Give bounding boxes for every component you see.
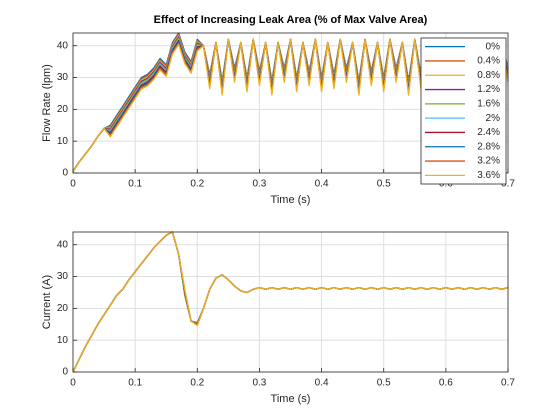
x-tick-label: 0.3 [252,179,266,190]
x-tick-label: 0.4 [315,378,329,389]
legend-label: 1.6% [477,98,500,109]
plot-area [73,232,508,372]
legend-label: 3.6% [477,170,500,181]
legend-label: 0.4% [477,56,500,67]
x-axis-label: Time (s) [271,194,311,206]
x-tick-label: 0.3 [252,378,266,389]
x-tick-label: 0.4 [315,179,329,190]
y-tick-label: 0 [62,168,68,179]
y-tick-label: 0 [62,367,68,378]
legend-label: 2.4% [477,127,500,138]
series-line [72,231,509,373]
y-tick-label: 10 [57,335,69,346]
y-tick-label: 30 [57,72,69,83]
x-tick-label: 0.5 [377,179,391,190]
axes-box [72,231,509,373]
y-tick-label: 10 [57,136,69,147]
x-tick-label: 0.1 [128,179,142,190]
x-tick-label: 0.5 [377,378,391,389]
legend-label: 2.8% [477,141,500,152]
legend-box [420,37,507,185]
y-axis-label: Flow Rate (lpm) [41,64,53,142]
x-tick-label: 0 [70,179,76,190]
x-tick-label: 0.7 [501,378,515,389]
y-tick-label: 20 [57,104,69,115]
x-tick-label: 0.6 [439,378,453,389]
y-axis-label: Current (A) [41,275,53,329]
y-tick-label: 40 [57,40,69,51]
chart-title: Effect of Increasing Leak Area (% of Max… [154,14,428,26]
x-tick-label: 0.2 [190,179,204,190]
x-tick-label: 0.1 [128,378,142,389]
x-axis-label: Time (s) [271,393,311,405]
legend-label: 3.2% [477,156,500,167]
y-tick-label: 30 [57,271,69,282]
legend-label: 1.2% [477,84,500,95]
axes-box [72,32,509,174]
x-tick-label: 0.2 [190,378,204,389]
y-tick-label: 20 [57,303,69,314]
y-tick-label: 40 [57,239,69,250]
legend-label: 0.8% [477,70,500,81]
legend-label: 2% [486,113,501,124]
x-tick-label: 0.7 [501,179,515,190]
legend-label: 0% [486,41,501,52]
x-tick-label: 0 [70,378,76,389]
